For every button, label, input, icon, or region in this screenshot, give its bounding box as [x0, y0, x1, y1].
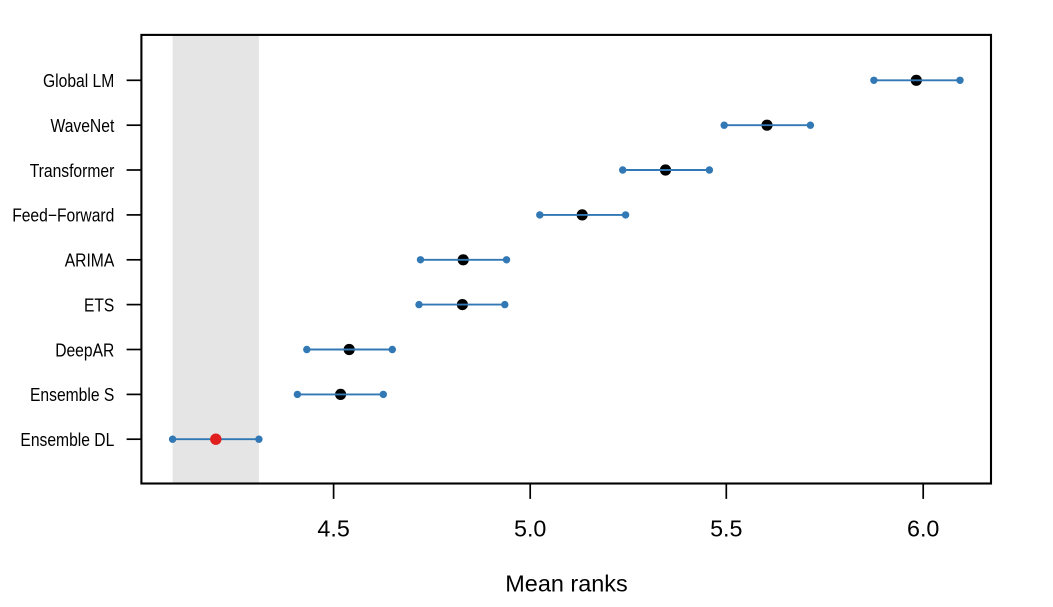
svg-text:Global LM: Global LM	[43, 70, 114, 91]
svg-text:ETS: ETS	[84, 294, 114, 315]
svg-text:Mean ranks: Mean ranks	[505, 571, 628, 597]
svg-text:4.5: 4.5	[317, 516, 349, 542]
svg-text:Ensemble DL: Ensemble DL	[20, 429, 114, 450]
svg-text:6.0: 6.0	[907, 516, 939, 542]
svg-text:Transformer: Transformer	[30, 160, 115, 181]
svg-text:5.0: 5.0	[514, 516, 546, 542]
svg-text:5.5: 5.5	[710, 516, 742, 542]
svg-text:ARIMA: ARIMA	[65, 250, 115, 271]
svg-text:Feed−Forward: Feed−Forward	[12, 205, 114, 226]
svg-text:Ensemble S: Ensemble S	[30, 384, 114, 405]
svg-text:DeepAR: DeepAR	[55, 339, 114, 360]
svg-text:WaveNet: WaveNet	[51, 115, 115, 136]
